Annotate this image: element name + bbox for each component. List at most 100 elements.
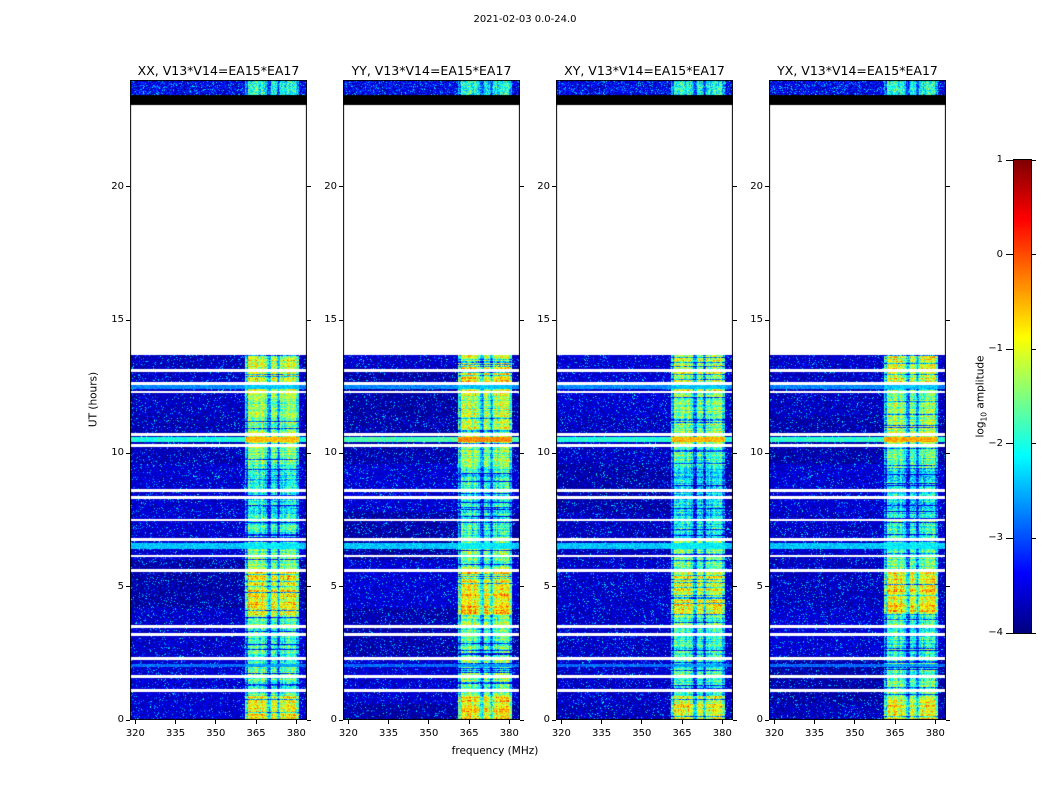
- x-tick-xx-335: [175, 720, 177, 724]
- y-tick-right-yy-15: [520, 319, 524, 321]
- x-tick-label-yx-365: 365: [885, 728, 905, 739]
- y-tick-label-yy-5: 5: [330, 580, 337, 592]
- y-tick-left-yx-15: [765, 319, 769, 321]
- y-tick-left-xx-5: [126, 586, 130, 588]
- x-tick-label-yy-320: 320: [338, 728, 358, 739]
- y-tick-label-xy-0: 0: [543, 714, 550, 725]
- y-tick-label-xy-20: 20: [537, 180, 550, 192]
- y-tick-label-yx-20: 20: [750, 180, 763, 192]
- y-tick-right-yx-10: [946, 452, 950, 454]
- x-tick-xy-335: [601, 720, 603, 724]
- colorbar-tick-0: [1006, 254, 1013, 256]
- x-tick-label-xy-365: 365: [672, 728, 692, 739]
- panel-title-xy: XY, V13*V14=EA15*EA17: [564, 63, 725, 78]
- y-tick-left-xx-0: [126, 719, 130, 721]
- y-tick-right-yy-5: [520, 586, 524, 588]
- x-tick-label-xy-350: 350: [632, 728, 652, 739]
- x-tick-xx-350: [215, 720, 217, 724]
- y-tick-left-yy-0: [339, 719, 343, 721]
- colorbar-tick-right--3: [1032, 537, 1036, 539]
- x-axis-label: frequency (MHz): [451, 745, 539, 757]
- y-tick-label-yy-10: 10: [324, 447, 337, 459]
- colorbar-tick-right-1: [1032, 159, 1036, 161]
- y-tick-right-xx-10: [307, 452, 311, 454]
- y-tick-label-xx-5: 5: [117, 580, 124, 592]
- y-tick-right-xy-15: [733, 319, 737, 321]
- y-tick-left-yx-20: [765, 186, 769, 188]
- x-tick-label-yx-350: 350: [845, 728, 865, 739]
- x-tick-label-xx-320: 320: [125, 728, 145, 739]
- x-tick-label-yx-380: 380: [925, 728, 945, 739]
- x-tick-label-yy-350: 350: [419, 728, 439, 739]
- colorbar-tick-label--4: −4: [988, 627, 1003, 638]
- colorbar-tick--4: [1006, 632, 1013, 634]
- colorbar-tick--3: [1006, 537, 1013, 539]
- figure-title: 2021-02-03 0.0-24.0: [473, 14, 577, 25]
- x-tick-yx-365: [894, 720, 896, 724]
- panel-title-yx: YX, V13*V14=EA15*EA17: [777, 63, 938, 78]
- y-tick-left-xx-20: [126, 186, 130, 188]
- colorbar-tick-1: [1006, 159, 1013, 161]
- x-tick-label-yx-335: 335: [805, 728, 825, 739]
- y-tick-left-xy-0: [552, 719, 556, 721]
- x-tick-yy-335: [388, 720, 390, 724]
- colorbar-tick--2: [1006, 443, 1013, 445]
- x-tick-label-xx-335: 335: [166, 728, 186, 739]
- colorbar-label-post: amplitude: [974, 355, 987, 412]
- y-axis-label: UT (hours): [87, 371, 100, 428]
- y-tick-label-yy-0: 0: [330, 714, 337, 725]
- colorbar-tick-label-0: 0: [996, 248, 1003, 260]
- y-tick-left-xy-20: [552, 186, 556, 188]
- y-tick-label-xx-15: 15: [111, 314, 124, 325]
- y-tick-label-yy-20: 20: [324, 180, 337, 192]
- y-tick-left-xx-10: [126, 452, 130, 454]
- colorbar-gradient: [1013, 159, 1032, 634]
- y-tick-right-yy-10: [520, 452, 524, 454]
- x-tick-xx-320: [134, 720, 136, 724]
- x-tick-xx-380: [295, 720, 297, 724]
- y-tick-left-xy-15: [552, 319, 556, 321]
- x-tick-xy-320: [560, 720, 562, 724]
- y-tick-right-yx-5: [946, 586, 950, 588]
- spectrogram-xy: [556, 80, 733, 720]
- colorbar-tick-right--2: [1032, 443, 1036, 445]
- y-tick-right-xx-15: [307, 319, 311, 321]
- y-tick-label-yx-5: 5: [756, 580, 763, 592]
- colorbar-label-pre: log: [974, 421, 987, 438]
- colorbar-tick-label-1: 1: [996, 154, 1003, 165]
- y-tick-left-xy-5: [552, 586, 556, 588]
- x-tick-label-yy-365: 365: [459, 728, 479, 739]
- y-tick-right-xy-5: [733, 586, 737, 588]
- x-tick-label-xy-335: 335: [592, 728, 612, 739]
- colorbar-tick-label--3: −3: [988, 532, 1003, 544]
- x-tick-yx-320: [773, 720, 775, 724]
- x-tick-label-xy-320: 320: [551, 728, 571, 739]
- y-tick-label-yy-15: 15: [324, 314, 337, 325]
- spectrogram-xx: [130, 80, 307, 720]
- y-tick-label-xy-15: 15: [537, 314, 550, 325]
- x-tick-label-xx-365: 365: [246, 728, 266, 739]
- colorbar-tick-right--4: [1032, 632, 1036, 634]
- y-tick-left-yy-20: [339, 186, 343, 188]
- y-tick-left-xx-15: [126, 319, 130, 321]
- y-tick-right-yx-20: [946, 186, 950, 188]
- y-tick-right-xx-20: [307, 186, 311, 188]
- x-tick-xy-350: [641, 720, 643, 724]
- x-tick-xx-365: [255, 720, 257, 724]
- y-tick-right-xy-20: [733, 186, 737, 188]
- y-tick-right-xy-0: [733, 719, 737, 721]
- y-tick-left-yx-10: [765, 452, 769, 454]
- colorbar-tick-right--1: [1032, 348, 1036, 350]
- y-tick-right-xy-10: [733, 452, 737, 454]
- y-tick-left-yx-0: [765, 719, 769, 721]
- colorbar-tick--1: [1006, 348, 1013, 350]
- y-tick-right-xx-5: [307, 586, 311, 588]
- spectrogram-yy: [343, 80, 520, 720]
- y-tick-right-yx-0: [946, 719, 950, 721]
- y-tick-label-xy-5: 5: [543, 580, 550, 592]
- x-tick-xy-380: [721, 720, 723, 724]
- y-tick-right-xx-0: [307, 719, 311, 721]
- y-tick-label-xx-0: 0: [117, 714, 124, 725]
- x-tick-label-xx-350: 350: [206, 728, 226, 739]
